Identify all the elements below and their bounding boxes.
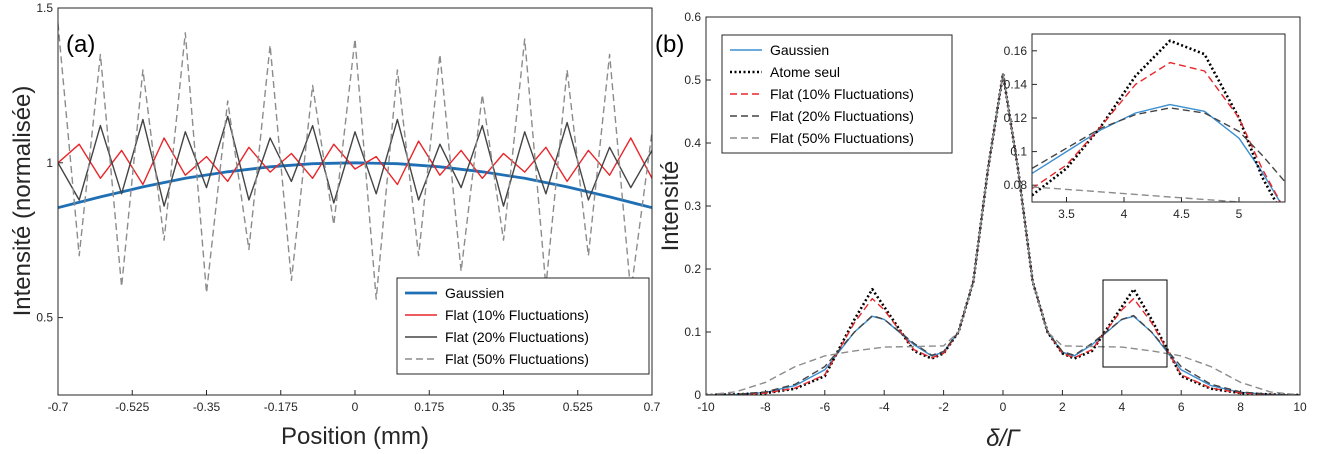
panel-a: -0.7 -0.525 -0.35 -0.175 0 0.175 0.35 0.525 0.7 0…	[9, 1, 661, 450]
x-tick-label: 2	[1059, 400, 1066, 414]
y-tick-label: 0	[694, 388, 701, 402]
series-line-2-4	[1032, 186, 1249, 202]
legend-entry: Gaussien	[770, 42, 829, 58]
series-line-2-1	[1032, 39, 1278, 202]
legend-entry: Flat (10% Fluctuations)	[770, 86, 914, 102]
inset-area	[1032, 34, 1285, 202]
axes-box-b	[705, 16, 1301, 396]
inset-box	[1031, 33, 1286, 203]
x-tick-label: 8	[1237, 400, 1244, 414]
x-tick-label: 0	[1000, 400, 1007, 414]
legend-a: Gaussien Flat (10% Fluctuations) Flat (20%…	[396, 277, 650, 375]
series-line-2-2	[1032, 61, 1282, 202]
legend-entry: Atome seul	[770, 64, 840, 80]
legend-entry: Flat (50% Fluctuations)	[445, 351, 589, 367]
series-line-0-1	[58, 137, 652, 186]
y-tick-label: 0.1	[1010, 145, 1027, 159]
y-tick-label: 0.6	[684, 10, 701, 24]
x-tick-label: 4	[1118, 400, 1125, 414]
panel-label-b: (b)	[655, 31, 684, 58]
legend-entry: Flat (10% Fluctuations)	[445, 307, 589, 323]
x-tick-label: 4	[1121, 207, 1128, 221]
x-axis-label-b: δ/Γ	[986, 425, 1021, 452]
legend-b: Gaussien Atome seul Flat (10% Fluctuations…	[721, 34, 953, 154]
y-tick-label: 0.1	[684, 325, 701, 339]
axes-box-a	[57, 7, 653, 396]
y-tick-label: 0.14	[1004, 77, 1028, 91]
inset-plot: 3.5 4 4.5 5 0.08 0.1 0.12 0.14 0.16	[1004, 33, 1286, 221]
x-tick-label: -0.175	[264, 400, 298, 414]
legend-box	[721, 34, 953, 154]
legend-entry: Flat (50% Fluctuations)	[770, 130, 914, 146]
x-tick-label: 5	[1236, 207, 1243, 221]
series-line-0-2	[58, 115, 652, 207]
x-tick-label: 6	[1178, 400, 1185, 414]
x-tick-label: 0.7	[644, 400, 661, 414]
x-tick-label: -4	[879, 400, 890, 414]
x-tick-label: 0	[352, 400, 359, 414]
x-tick-label: -2	[938, 400, 949, 414]
legend-box	[396, 277, 650, 375]
series-line-2-0	[1032, 103, 1281, 202]
legend-entry: Flat (20% Fluctuations)	[445, 329, 589, 345]
zoom-region-box	[1102, 279, 1168, 368]
panel-b: -10 -8 -6 -4 -2 0 2 4 6 8 10 0 0.1 0.2 0.3 0.4 0.5 0.6 (b…	[655, 10, 1307, 452]
y-tick-label: 0.5	[36, 311, 53, 325]
x-tick-label: 0.525	[563, 400, 593, 414]
y-tick-label: 0.4	[684, 136, 701, 150]
y-tick-label: 0.16	[1004, 44, 1028, 58]
series-line-1-1	[706, 72, 1300, 395]
y-tick-label: 0.12	[1004, 111, 1028, 125]
x-tick-label: 4.5	[1173, 207, 1190, 221]
series-line-1-4	[706, 72, 1300, 395]
x-tick-label: -0.35	[193, 400, 221, 414]
y-tick-label: 0.2	[684, 262, 701, 276]
x-tick-label: -0.7	[48, 400, 69, 414]
y-tick-label: 0.3	[684, 199, 701, 213]
legend-entry: Gaussien	[445, 285, 504, 301]
x-tick-label: -8	[760, 400, 771, 414]
panel-label-a: (a)	[66, 31, 95, 58]
x-axis-label-a: Position (mm)	[281, 423, 429, 450]
x-tick-label: -10	[697, 400, 715, 414]
x-tick-label: 0.35	[492, 400, 516, 414]
x-tick-label: 3.5	[1058, 207, 1075, 221]
x-tick-label: 0.175	[414, 400, 444, 414]
legend-entry: Flat (20% Fluctuations)	[770, 108, 914, 124]
y-tick-label: 0.5	[684, 73, 701, 87]
x-tick-label: -0.525	[115, 400, 149, 414]
x-tick-label: 10	[1293, 400, 1307, 414]
y-tick-label: 1.5	[36, 1, 53, 15]
y-axis-label-a: Intensité (normalisée)	[9, 86, 36, 317]
y-tick-label: 0.08	[1004, 178, 1028, 192]
y-tick-label: 1	[46, 156, 53, 170]
y-axis-label-b: Intensité	[657, 161, 684, 252]
series-line-2-3	[1032, 107, 1285, 183]
x-tick-label: -6	[819, 400, 830, 414]
